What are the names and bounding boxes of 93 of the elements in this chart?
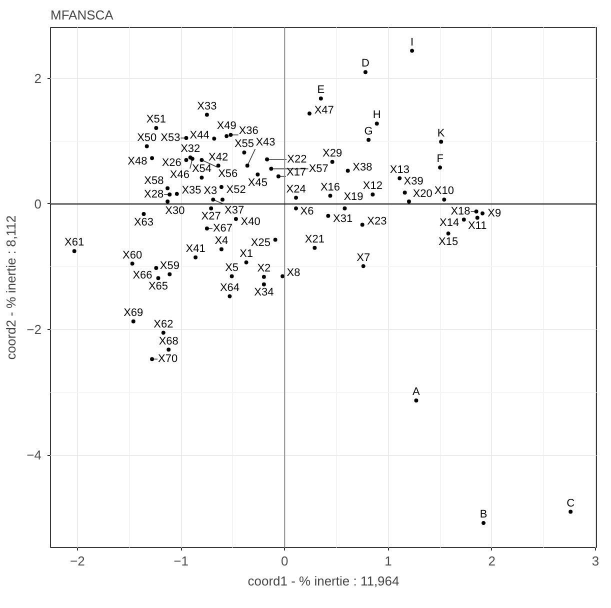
data-label: X47: [314, 104, 334, 116]
x-axis-title: coord1 - % inertie : 11,964: [248, 574, 400, 588]
data-label: X5: [225, 262, 239, 274]
data-label: E: [317, 84, 325, 96]
data-label: X4: [214, 234, 228, 247]
x-tick-label: 2: [488, 554, 496, 568]
data-label: X16: [320, 181, 340, 194]
data-label: X13: [390, 164, 410, 176]
data-label: G: [364, 126, 373, 138]
y-axis-title: coord2 - % inertie : 8,112: [4, 215, 19, 360]
data-label: X8: [286, 266, 300, 279]
data-label: X51: [146, 114, 166, 126]
data-label: K: [437, 127, 446, 140]
data-label: X53: [160, 132, 180, 144]
data-label: X70: [158, 353, 178, 366]
data-label: X69: [124, 307, 144, 320]
x-tick-label: 0: [281, 554, 288, 568]
data-label: X52: [226, 184, 246, 196]
data-label: X26: [162, 157, 182, 170]
data-label: X65: [148, 280, 168, 292]
data-label: X17: [286, 166, 306, 178]
data-label: X1: [240, 248, 254, 260]
data-label: X36: [238, 124, 258, 137]
data-label: X18: [450, 206, 470, 218]
data-label: X40: [240, 216, 260, 228]
data-label: I: [410, 36, 414, 48]
data-label: X24: [286, 183, 306, 196]
data-label: X43: [256, 136, 276, 148]
data-label: X31: [332, 213, 353, 226]
data-label: X27: [201, 210, 221, 223]
data-label: X60: [122, 249, 142, 262]
data-label: X61: [64, 236, 84, 249]
data-label: X11: [468, 220, 487, 232]
data-label: D: [361, 58, 370, 70]
data-label: X19: [344, 191, 364, 204]
data-label: X30: [165, 204, 185, 217]
x-tick-label: 1: [384, 554, 392, 568]
data-label: X10: [434, 185, 454, 198]
y-tick-label: −2: [26, 322, 42, 338]
data-label: X64: [220, 282, 240, 294]
x-tick-label: −2: [70, 554, 85, 568]
data-label: X15: [438, 236, 458, 248]
y-tick-label: 0: [34, 196, 42, 212]
data-label: B: [480, 508, 488, 521]
data-label: F: [436, 153, 444, 166]
data-label: X14: [439, 216, 460, 229]
data-label: X9: [488, 207, 502, 220]
data-label: X23: [367, 216, 387, 228]
chart-title: MFANSCA: [50, 8, 114, 22]
data-label: X59: [160, 260, 180, 272]
data-label: X29: [322, 148, 342, 160]
data-label: X54: [192, 163, 212, 176]
y-tick-label: −4: [26, 448, 42, 463]
data-label: H: [372, 109, 381, 122]
data-label: X48: [128, 155, 148, 168]
data-label: X66: [132, 269, 152, 282]
data-label: X22: [287, 153, 307, 166]
data-label: C: [566, 497, 575, 510]
data-label: X21: [304, 234, 324, 246]
data-label: X34: [254, 286, 274, 299]
data-label: X6: [300, 206, 314, 218]
data-label: X41: [186, 243, 206, 255]
x-tick-label: −1: [174, 554, 188, 568]
data-label: X56: [218, 168, 238, 180]
data-label: X63: [134, 216, 154, 228]
data-label: X50: [137, 132, 157, 144]
data-label: X55: [234, 138, 254, 150]
data-label: X32: [180, 143, 200, 156]
x-tick-label: 3: [592, 554, 600, 568]
data-label: X45: [248, 176, 268, 189]
data-label: X42: [208, 151, 228, 164]
data-label: X58: [144, 175, 164, 188]
data-label: X38: [352, 161, 372, 174]
data-label: X68: [158, 335, 178, 348]
data-label: X7: [356, 252, 370, 264]
data-label: X28: [144, 188, 164, 201]
data-label: X57: [308, 162, 328, 175]
data-label: X67: [212, 222, 233, 234]
data-label: X44: [190, 129, 210, 142]
y-tick-label: 2: [34, 70, 42, 86]
data-label: X12: [362, 180, 383, 192]
data-label: X39: [404, 176, 424, 188]
data-label: X49: [216, 120, 236, 132]
data-label: X3: [204, 185, 218, 198]
data-label: X46: [170, 169, 190, 182]
data-label: A: [412, 386, 421, 398]
data-label: X37: [224, 204, 244, 217]
data-label: X35: [182, 184, 202, 197]
data-label: X2: [257, 262, 271, 274]
data-label: X33: [197, 100, 217, 112]
data-label: X20: [412, 188, 432, 200]
data-label: X25: [250, 236, 271, 249]
data-label: X62: [154, 318, 174, 330]
